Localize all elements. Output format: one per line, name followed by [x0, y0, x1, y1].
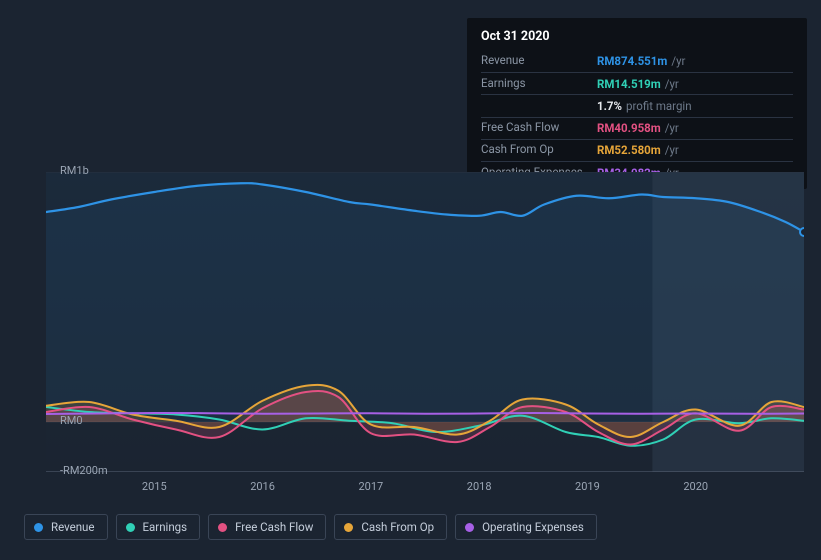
legend-dot-icon	[344, 523, 353, 532]
legend-label: Operating Expenses	[482, 520, 584, 534]
info-row-suffix: /yr	[671, 54, 685, 68]
info-row-value: RM14.519m	[597, 77, 661, 91]
info-row-label: Earnings	[481, 75, 597, 93]
chart-area: RM1bRM0-RM200m	[16, 172, 804, 472]
series-end-marker-revenue	[800, 228, 804, 236]
legend-dot-icon	[465, 523, 474, 532]
info-card: Oct 31 2020 RevenueRM874.551m/yrEarnings…	[467, 18, 807, 189]
info-row-label: Cash From Op	[481, 141, 597, 159]
legend-label: Free Cash Flow	[235, 520, 313, 534]
legend-item-cash-from-op[interactable]: Cash From Op	[334, 514, 447, 540]
legend-item-earnings[interactable]: Earnings	[116, 514, 201, 540]
legend: Revenue Earnings Free Cash Flow Cash From O…	[24, 514, 597, 540]
info-card-title: Oct 31 2020	[481, 28, 793, 47]
x-tick-label: 2016	[250, 480, 275, 493]
info-row-suffix: /yr	[665, 143, 679, 157]
info-row-value: 1.7%	[597, 99, 622, 113]
series-fill-revenue	[46, 183, 804, 422]
legend-dot-icon	[126, 523, 135, 532]
legend-dot-icon	[218, 523, 227, 532]
info-row: EarningsRM14.519m/yr	[481, 72, 793, 94]
info-row: RevenueRM874.551m/yr	[481, 51, 793, 72]
info-row: Free Cash FlowRM40.958m/yr	[481, 117, 793, 139]
chart-plot[interactable]	[46, 172, 804, 472]
x-tick-label: 2015	[142, 480, 167, 493]
info-row-value: RM874.551m	[597, 54, 667, 68]
info-row-suffix: /yr	[665, 77, 679, 91]
legend-item-operating-expenses[interactable]: Operating Expenses	[455, 514, 597, 540]
legend-label: Earnings	[143, 520, 188, 534]
legend-item-free-cash-flow[interactable]: Free Cash Flow	[208, 514, 326, 540]
x-tick-label: 2019	[575, 480, 600, 493]
info-row-label	[481, 97, 597, 115]
x-axis-labels: 2015 2016 2017 2018 2019 2020	[46, 480, 804, 498]
x-tick-label: 2017	[358, 480, 383, 493]
info-row: Cash From OpRM52.580m/yr	[481, 139, 793, 161]
info-row-suffix: /yr	[665, 121, 679, 135]
info-row-label: Revenue	[481, 52, 597, 70]
x-tick-label: 2020	[683, 480, 708, 493]
info-row-value: RM40.958m	[597, 121, 661, 135]
legend-label: Cash From Op	[361, 520, 434, 534]
info-row: 1.7% profit margin	[481, 94, 793, 116]
info-row-value: RM52.580m	[597, 143, 661, 157]
x-tick-label: 2018	[467, 480, 492, 493]
chart-container: Oct 31 2020 RevenueRM874.551m/yrEarnings…	[0, 0, 821, 560]
legend-item-revenue[interactable]: Revenue	[24, 514, 108, 540]
legend-label: Revenue	[51, 520, 95, 534]
legend-dot-icon	[34, 523, 43, 532]
info-row-suffix: profit margin	[626, 99, 692, 113]
info-row-label: Free Cash Flow	[481, 119, 597, 137]
series-line-operating-expenses	[46, 413, 804, 414]
info-rows: RevenueRM874.551m/yrEarningsRM14.519m/yr…	[481, 51, 793, 184]
